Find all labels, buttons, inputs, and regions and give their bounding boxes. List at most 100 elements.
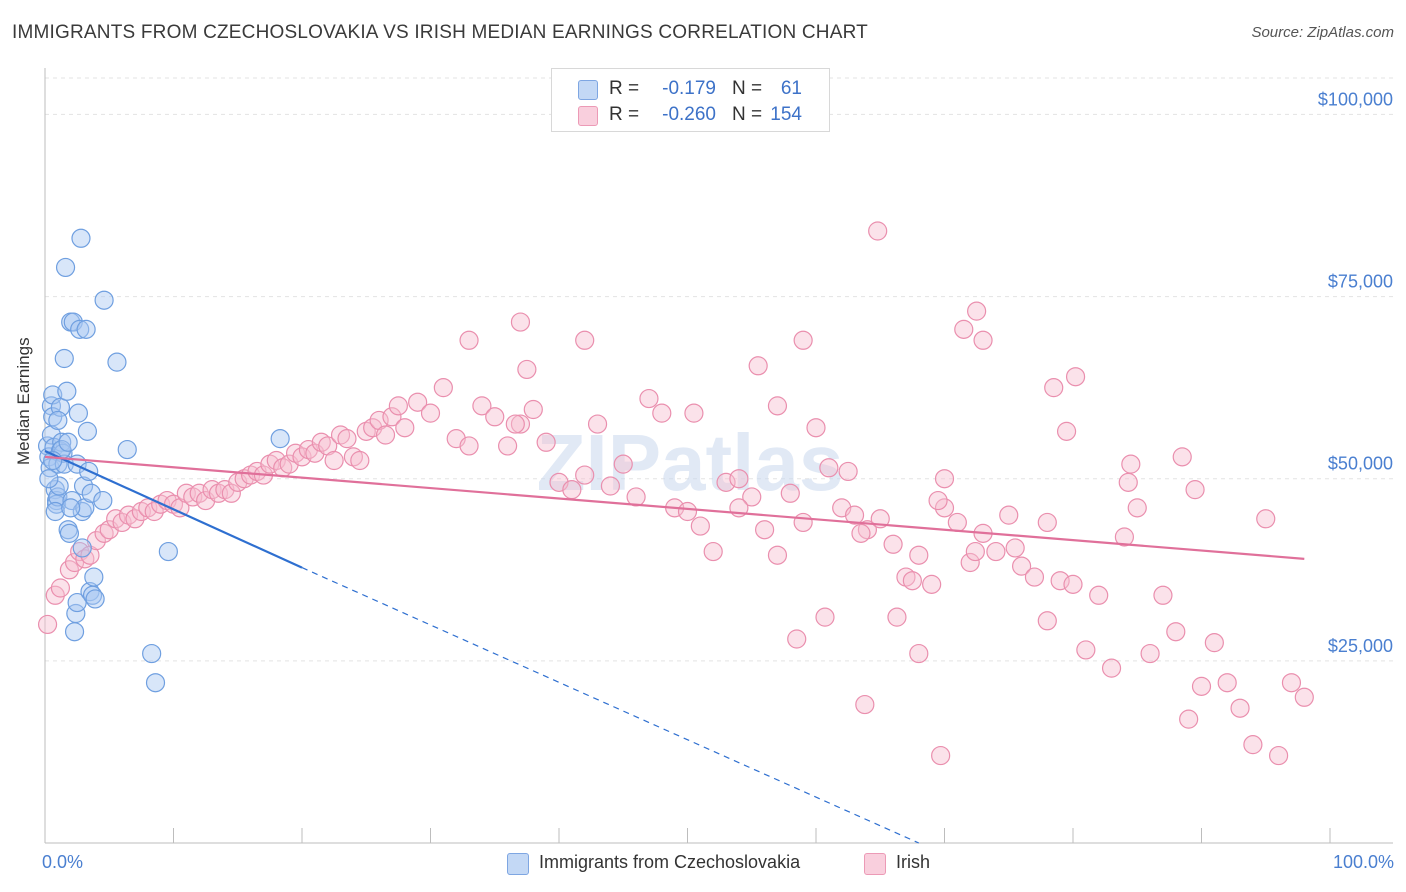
data-point	[67, 592, 87, 613]
data-point	[158, 541, 178, 562]
r-value: -0.260	[662, 104, 716, 125]
data-point	[767, 396, 788, 416]
data-point	[1204, 633, 1224, 653]
n-label: N =	[732, 78, 763, 99]
data-point	[55, 257, 76, 278]
data-point	[883, 534, 903, 554]
data-point	[324, 450, 344, 471]
data-point	[1011, 556, 1032, 576]
y-tick-label: $100,000	[1318, 89, 1393, 109]
data-point	[106, 509, 126, 529]
data-point	[967, 301, 987, 321]
data-point	[94, 290, 114, 310]
data-point	[1217, 673, 1237, 693]
data-point	[72, 501, 92, 522]
data-point	[144, 501, 164, 522]
data-point	[787, 629, 807, 649]
data-point	[420, 403, 441, 423]
data-point	[1114, 527, 1135, 547]
data-point	[142, 643, 162, 664]
data-point	[183, 487, 203, 507]
data-point	[77, 421, 98, 441]
data-point	[1024, 567, 1045, 587]
data-point	[1127, 498, 1147, 518]
data-point	[838, 461, 858, 482]
data-point	[1268, 745, 1289, 766]
data-point	[459, 330, 479, 350]
data-point	[1037, 611, 1057, 631]
data-point	[84, 567, 104, 587]
trend-line-irish	[44, 455, 1305, 560]
legend-swatch-blue	[507, 853, 529, 875]
data-point	[125, 509, 145, 529]
data-point	[536, 432, 556, 452]
data-point	[793, 330, 813, 350]
data-point	[780, 483, 800, 503]
data-point	[73, 476, 94, 496]
data-point	[54, 348, 74, 369]
n-label: N =	[732, 104, 763, 125]
y-tick-label: $25,000	[1328, 636, 1393, 656]
data-point	[1101, 658, 1122, 678]
data-point	[118, 505, 139, 525]
stats-row-czechoslovakia: R = -0.179 N = 61	[552, 76, 829, 102]
data-point	[1172, 447, 1192, 467]
data-point	[270, 429, 290, 449]
data-point	[729, 469, 749, 489]
data-point	[868, 221, 888, 241]
data-point	[45, 501, 65, 522]
data-point	[999, 505, 1019, 525]
data-point	[485, 407, 505, 427]
data-point	[1166, 622, 1186, 642]
gridlines	[45, 77, 1393, 662]
data-point	[260, 454, 280, 474]
trend-lines	[44, 450, 1305, 844]
data-point	[562, 480, 582, 500]
data-point	[221, 483, 241, 503]
data-point	[93, 490, 113, 511]
data-point	[600, 476, 621, 496]
data-point	[587, 414, 608, 434]
data-point	[285, 443, 306, 463]
data-point	[1294, 687, 1314, 707]
legend-swatch-pink	[578, 106, 598, 126]
data-point	[1056, 421, 1077, 441]
data-point	[1005, 538, 1025, 558]
data-point	[472, 396, 492, 416]
data-point	[459, 436, 479, 456]
y-axis-label: Median Earnings	[14, 337, 33, 465]
data-point	[61, 498, 81, 518]
data-point	[505, 414, 525, 434]
data-point	[677, 501, 698, 522]
data-point	[50, 578, 71, 598]
data-point	[330, 425, 351, 445]
data-point	[1256, 509, 1276, 529]
data-point	[48, 410, 68, 431]
data-point	[39, 469, 59, 489]
data-point	[112, 512, 132, 533]
series-czechoslovakia-points	[37, 228, 290, 693]
y-tick-label: $50,000	[1328, 454, 1393, 474]
data-point	[931, 745, 951, 766]
data-point	[1140, 643, 1160, 664]
data-point	[575, 465, 595, 485]
data-point	[72, 538, 92, 558]
data-point	[510, 414, 531, 434]
data-point	[510, 312, 531, 332]
data-point	[934, 498, 955, 518]
data-point	[928, 490, 948, 511]
legend-swatch-pink	[864, 853, 886, 875]
data-point	[855, 694, 875, 715]
data-point	[68, 403, 89, 423]
trend-line-czechoslovakia	[44, 450, 303, 569]
data-point	[690, 516, 710, 536]
data-point	[851, 523, 871, 543]
data-point	[145, 673, 166, 693]
legend-swatch-blue	[578, 80, 598, 100]
data-point	[1089, 585, 1109, 605]
data-point	[311, 432, 331, 452]
legend-label: Immigrants from Czechoslovakia	[539, 852, 801, 872]
data-point	[408, 392, 428, 412]
r-label: R =	[609, 104, 640, 125]
data-point	[1065, 367, 1086, 387]
